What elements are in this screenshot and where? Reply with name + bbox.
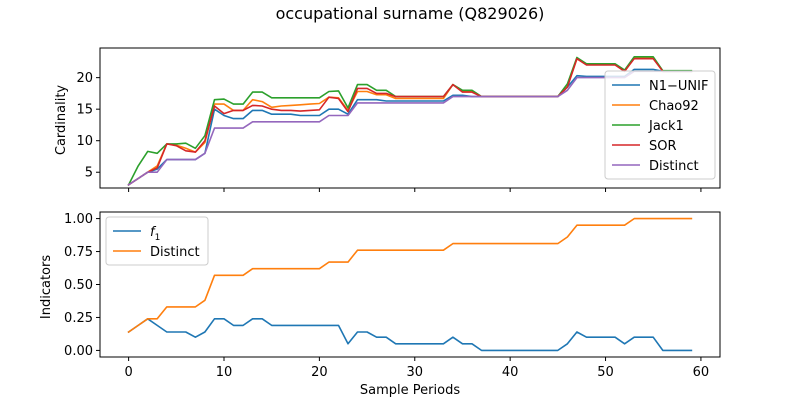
legend-box-indicators <box>105 216 209 266</box>
plot-frame-cardinality <box>99 47 721 189</box>
plot-frame-indicators <box>99 211 721 358</box>
y-tick-label-cardinality-2: 15 <box>76 103 93 118</box>
series-line-indicators-distinct <box>127 217 693 334</box>
legend-label-cardinality-sor: SOR <box>649 139 677 154</box>
legend-indicators: f1 Distinct <box>105 216 209 266</box>
x-tick-label-indicators-30: 30 <box>406 365 423 380</box>
legend-label-indicators-f1: f1 <box>150 225 160 243</box>
series-line-cardinality-sor <box>127 57 693 186</box>
x-tick-label-indicators-60: 60 <box>693 365 710 380</box>
series-line-cardinality-distinct <box>127 70 693 186</box>
legend-box-cardinality <box>604 70 716 180</box>
series-line-indicators-f1 <box>127 317 693 352</box>
x-tick-label-indicators-40: 40 <box>502 365 519 380</box>
legend-label-cardinality-jack1: Jack1 <box>648 119 684 134</box>
y-tick-label-indicators-4: 1.00 <box>64 212 93 227</box>
y-tick-label-cardinality-3: 20 <box>76 71 93 86</box>
x-tick-label-indicators-50: 50 <box>597 365 614 380</box>
chart-title: occupational surname (Q829026) <box>276 4 545 23</box>
legend-label-cardinality-chao92: Chao92 <box>649 99 699 114</box>
x-tick-label-indicators-10: 10 <box>216 365 233 380</box>
x-tick-label-indicators-0: 0 <box>124 365 132 380</box>
y-axis-label-cardinality: Cardinality <box>54 85 69 156</box>
y-tick-label-indicators-3: 0.75 <box>64 245 93 260</box>
ticks-cardinality: 5 10 15 20 <box>76 71 702 192</box>
legend-label-indicators-distinct: Distinct <box>150 245 200 260</box>
legend-label-cardinality-distinct: Distinct <box>649 159 699 174</box>
series-lines-indicators <box>127 217 693 352</box>
x-axis-label: Sample Periods <box>360 383 460 398</box>
indicators-panel: Indicators Sample Periods 0 10 20 30 40 50 600… <box>39 211 721 398</box>
legend-label-cardinality-n1-unif: N1−UNIF <box>649 79 708 94</box>
ticks-indicators: 0 10 20 30 40 50 60 0.00 0.25 0.50 0.75 1.00 <box>64 212 709 380</box>
y-tick-label-cardinality-1: 10 <box>76 134 93 149</box>
y-tick-label-indicators-0: 0.00 <box>64 344 93 359</box>
y-tick-label-indicators-2: 0.50 <box>64 278 93 293</box>
legend-cardinality: N1−UNIF Chao92 Jack1 SOR Distinct <box>604 70 716 180</box>
y-axis-label-indicators: Indicators <box>39 255 54 319</box>
x-tick-label-indicators-20: 20 <box>311 365 328 380</box>
cardinality-panel: Cardinality 5 10 15 20 N1−UNIF Chao92 Jack1 SO… <box>54 47 721 192</box>
y-tick-label-cardinality-0: 5 <box>85 166 93 181</box>
series-lines-cardinality <box>127 55 693 186</box>
series-line-cardinality-n1-unif <box>127 68 693 186</box>
y-tick-label-indicators-1: 0.25 <box>64 311 93 326</box>
